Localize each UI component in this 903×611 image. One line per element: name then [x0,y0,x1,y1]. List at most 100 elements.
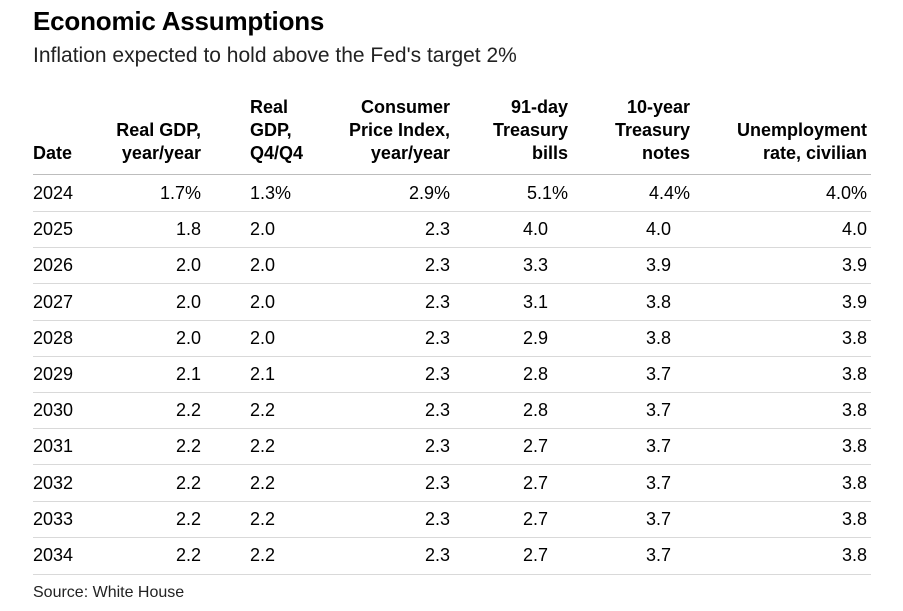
table-cell: 4.0 [646,219,672,240]
table-cell: 2.0 [250,291,276,312]
table-cell: 3.9 [646,255,672,276]
column-header: 91-day Treasury bills [492,97,568,163]
table-cell: 4.0 [523,219,549,240]
table-cell: 1.7% [159,183,201,203]
table-cell: 2.7 [523,472,549,493]
table-cell: 2.1 [250,364,276,384]
table-cell: 2.0 [175,255,201,276]
table-cell: 3.8 [841,400,867,421]
row-year: 2026 [33,255,74,276]
table-cell: 2.3 [424,219,450,240]
table-cell: 3.8 [841,508,867,529]
row-year: 2027 [33,291,74,312]
row-divider [33,500,871,502]
table-cell: 3.8 [841,472,867,493]
table-cell: 2.2 [175,508,201,529]
row-year: 2034 [33,545,74,565]
table-cell: 3.7 [646,364,672,384]
row-year: 2030 [33,400,74,421]
table-cell: 2.0 [175,327,201,348]
table-cell: 2.3 [424,255,450,276]
table-cell: 2.3 [424,291,450,312]
table-cell: 4.4% [648,183,690,203]
table-cell: 4.0 [841,219,867,240]
row-year: 2028 [33,327,74,348]
table-cell: 2.2 [250,472,276,493]
table-cell: 2.7 [523,508,549,529]
table-cell: 2.7 [523,436,549,457]
row-divider [33,428,871,430]
row-year: 2032 [33,472,74,493]
table-cell: 2.0 [250,255,276,276]
table-cell: 3.8 [841,545,867,565]
row-divider [33,283,871,285]
table-cell: 3.8 [646,327,672,348]
table-cell: 1.8 [175,219,201,240]
row-year: 2029 [33,364,74,384]
table-cell: 3.8 [841,327,867,348]
row-divider [33,211,871,212]
table-cell: 2.3 [424,508,450,529]
source-note: Source: White House [33,584,185,601]
table-cell: 2.2 [175,472,201,493]
table-cell: 3.7 [646,436,672,457]
table-bottom-divider [33,574,871,575]
row-divider [33,319,871,321]
table-cell: 2.2 [175,545,201,565]
table-cell: 2.3 [424,327,450,348]
row-year: 2033 [33,508,74,529]
row-divider [33,536,871,538]
column-header: Date [33,143,73,163]
row-year: 2024 [33,183,74,203]
table-cell: 2.2 [250,436,276,457]
table-cell: 1.3% [250,183,292,203]
column-header: Consumer Price Index, year/year [348,97,450,163]
table-cell: 3.3 [523,255,549,276]
table-cell: 2.3 [424,545,450,565]
table-cell: 3.8 [841,364,867,384]
header-divider [33,174,871,175]
row-year: 2031 [33,436,74,457]
table-cell: 3.7 [646,400,672,421]
table-cell: 3.7 [646,545,672,565]
row-divider [33,355,871,357]
table-cell: 2.2 [175,436,201,457]
table-cell: 2.9 [523,327,549,348]
row-divider [33,464,871,466]
table-cell: 2.8 [523,364,549,384]
table-cell: 2.9% [408,183,450,203]
table-cell: 3.8 [646,291,672,312]
chart-title: Economic Assumptions [33,6,325,36]
column-header: Unemployment rate, civilian [736,120,867,163]
column-header: Real GDP, year/year [116,120,201,163]
row-divider [33,247,871,249]
table-cell: 3.9 [841,255,867,276]
table-cell: 2.1 [175,364,201,384]
table-cell: 2.7 [523,545,549,565]
table-cell: 3.1 [523,291,549,312]
column-header: 10-year Treasury notes [614,97,690,163]
row-divider [33,392,871,393]
table-cell: 2.8 [523,400,549,421]
table-cell: 2.3 [424,364,450,384]
table-cell: 4.0% [825,183,867,203]
table-cell: 2.0 [175,291,201,312]
table-cell: 2.3 [424,436,450,457]
table-cell: 3.8 [841,436,867,457]
table-cell: 2.3 [424,400,450,421]
chart-subtitle: Inflation expected to hold above the Fed… [33,44,517,67]
table-cell: 2.2 [250,545,276,565]
table-cell: 2.3 [424,472,450,493]
table-cell: 2.2 [250,400,276,421]
table-cell: 2.0 [250,219,276,240]
table-cell: 5.1% [526,183,568,203]
table-cell: 3.7 [646,472,672,493]
table-cell: 2.0 [250,327,276,348]
table-cell: 2.2 [250,508,276,529]
column-header: Real GDP, Q4/Q4 [250,97,304,163]
table-cell: 3.7 [646,508,672,529]
row-year: 2025 [33,219,74,240]
table-cell: 3.9 [841,291,867,312]
table-cell: 2.2 [175,400,201,421]
